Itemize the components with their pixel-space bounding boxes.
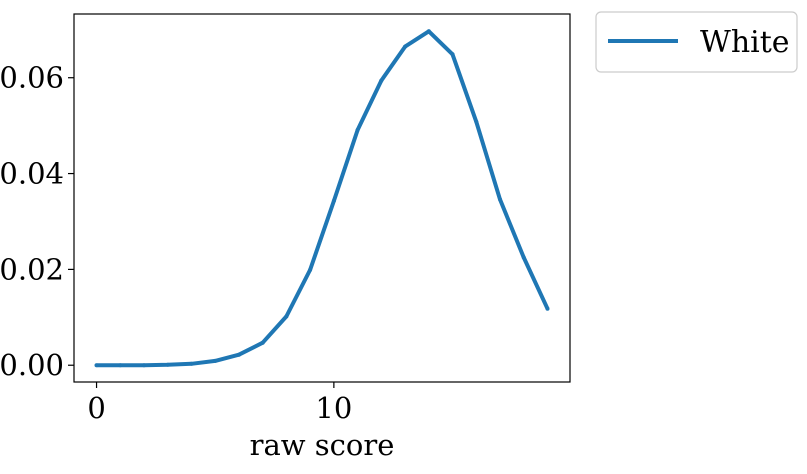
x-tick-label: 0 [87, 391, 105, 425]
y-axis-ticks: 0.00 0.02 0.04 0.06 [0, 61, 74, 382]
data-point [260, 340, 265, 345]
legend-frame [595, 11, 798, 73]
data-point [498, 197, 502, 202]
legend-label-white: White [700, 25, 790, 60]
data-point [426, 29, 431, 34]
data-point [165, 362, 170, 367]
legend: White [595, 11, 798, 73]
series-line-white [96, 29, 550, 368]
data-point [521, 255, 526, 260]
data-point [189, 361, 194, 366]
data-point [284, 314, 289, 319]
y-tick-label: 0.02 [0, 252, 64, 286]
plot-frame [73, 13, 571, 383]
data-point [474, 119, 479, 124]
data-point [331, 198, 336, 203]
x-tick-label: 10 [315, 391, 352, 425]
series-layer [94, 29, 550, 368]
data-point [355, 128, 360, 132]
x-axis-label: raw score [250, 428, 395, 462]
data-point [236, 352, 241, 357]
y-tick-label: 0.04 [0, 157, 64, 191]
data-point [213, 358, 218, 363]
data-point [142, 363, 146, 368]
data-point [308, 267, 313, 272]
plot-area: 0.00 0.02 0.04 0.06 0 10 [0, 13, 571, 425]
y-tick-label: 0.00 [0, 348, 64, 382]
data-point [403, 44, 408, 49]
x-axis-ticks: 0 10 [87, 382, 352, 425]
data-point [118, 363, 123, 368]
data-point [545, 306, 550, 311]
data-point [94, 363, 99, 368]
data-point [379, 78, 384, 83]
y-tick-label: 0.06 [0, 61, 64, 95]
data-point [450, 52, 455, 57]
